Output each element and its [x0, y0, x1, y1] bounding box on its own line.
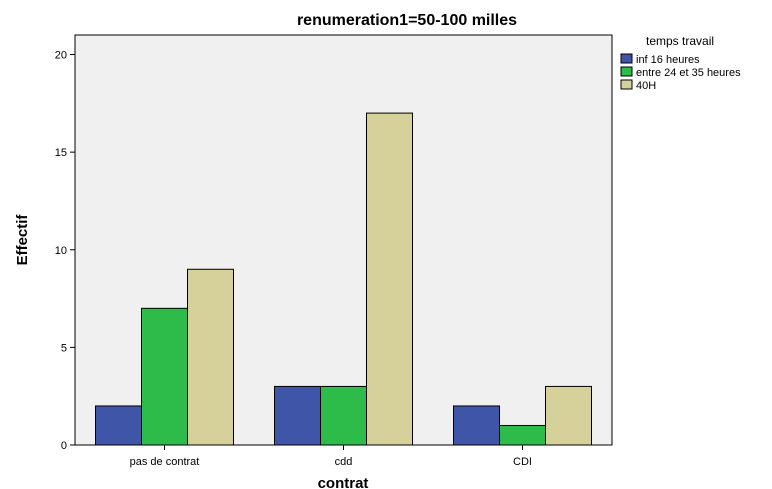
bar — [274, 385, 321, 446]
y-tick-label: 5 — [61, 342, 67, 354]
legend-title: temps travail — [646, 34, 714, 48]
bar — [95, 405, 142, 446]
x-axis-label: contrat — [318, 475, 369, 489]
legend-item-label: inf 16 heures — [636, 54, 700, 66]
legend-swatch — [620, 66, 633, 77]
bar — [453, 405, 500, 446]
x-axis: pas de contrat cdd CDI — [130, 445, 532, 468]
bar — [545, 385, 592, 446]
bar — [187, 268, 234, 446]
legend-item-label: 40H — [636, 80, 656, 92]
y-tick-label: 10 — [55, 245, 67, 257]
bar — [499, 424, 546, 446]
y-tick-label: 0 — [61, 440, 67, 452]
x-tick-label: cdd — [335, 456, 353, 468]
y-axis: 0 5 10 15 20 — [55, 50, 75, 452]
y-tick-label: 15 — [55, 147, 67, 159]
chart-title: renumeration1=50-100 milles — [297, 12, 517, 29]
y-tick-label: 20 — [55, 50, 67, 62]
x-tick-label: CDI — [513, 456, 532, 468]
x-tick-label: pas de contrat — [130, 456, 200, 468]
legend-swatch — [620, 53, 633, 64]
legend-swatch — [620, 79, 633, 90]
bar — [366, 112, 413, 446]
legend-item-label: entre 24 et 35 heures — [636, 67, 741, 79]
bar — [141, 307, 188, 446]
y-axis-label: Effectif — [14, 214, 31, 266]
bar — [320, 385, 367, 446]
bars — [95, 112, 592, 446]
